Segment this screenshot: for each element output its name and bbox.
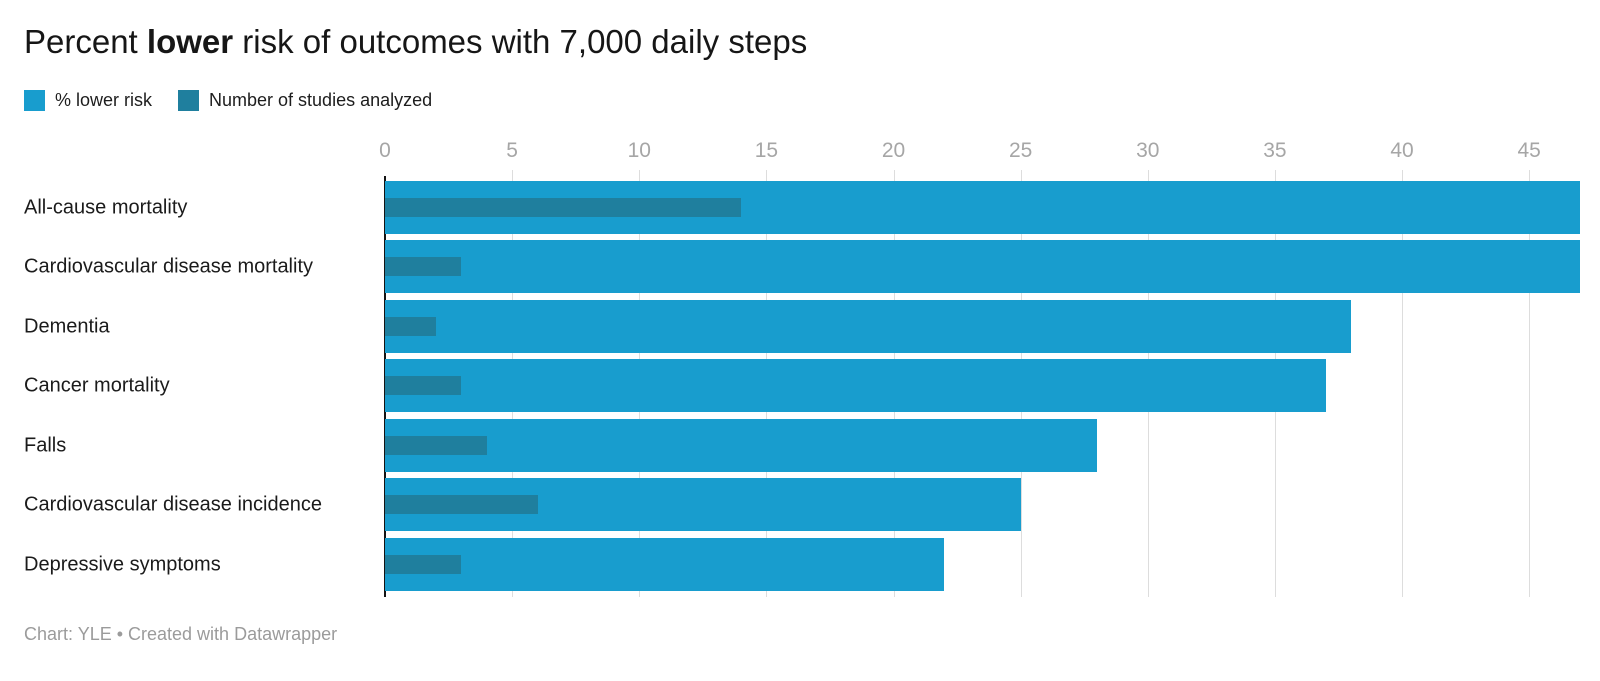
bar-studies-analyzed[interactable] xyxy=(385,317,436,336)
bar-lower-risk[interactable] xyxy=(385,300,1352,353)
category-label: Cardiovascular disease mortality xyxy=(24,255,314,277)
bar-lower-risk[interactable] xyxy=(385,419,1097,472)
bar-row xyxy=(385,478,1580,531)
bar-lower-risk[interactable] xyxy=(385,240,1580,293)
x-tick-label: 20 xyxy=(881,139,906,162)
x-tick-label: 30 xyxy=(1136,139,1160,162)
x-tick-label: 25 xyxy=(1008,139,1033,162)
plot-area xyxy=(385,181,1580,597)
legend-label-lower-risk: % lower risk xyxy=(55,90,153,110)
x-tick-label: 45 xyxy=(1517,139,1541,162)
x-tick-label: 0 xyxy=(379,139,391,162)
bar-studies-analyzed[interactable] xyxy=(385,257,462,276)
x-tick-label: 5 xyxy=(506,139,518,162)
bar-row xyxy=(385,300,1580,353)
gridline xyxy=(1402,170,1404,597)
legend-item-lower-risk: % lower risk xyxy=(24,90,152,111)
category-label: Depressive symptoms xyxy=(24,553,221,575)
bar-row xyxy=(385,359,1580,412)
bar-studies-analyzed[interactable] xyxy=(385,376,462,395)
x-tick-label: 15 xyxy=(754,139,779,162)
legend-label-studies: Number of studies analyzed xyxy=(209,90,433,110)
x-tick-label: 40 xyxy=(1390,139,1414,162)
bar-row xyxy=(385,538,1580,591)
category-label: Falls xyxy=(24,434,67,456)
bar-row xyxy=(385,419,1580,472)
bar-lower-risk[interactable] xyxy=(385,359,1326,412)
bar-lower-risk[interactable] xyxy=(385,538,945,591)
legend-item-studies: Number of studies analyzed xyxy=(178,90,432,111)
category-label: All-cause mortality xyxy=(24,196,188,218)
bar-studies-analyzed[interactable] xyxy=(385,436,487,455)
x-tick-label: 10 xyxy=(627,139,651,162)
bar-studies-analyzed[interactable] xyxy=(385,555,462,574)
gridline xyxy=(1529,170,1531,597)
x-tick-label: 35 xyxy=(1263,139,1287,162)
chart-title: Percent lower risk of outcomes with 7,00… xyxy=(24,22,807,62)
bar-row xyxy=(385,240,1580,293)
bar-studies-analyzed[interactable] xyxy=(385,495,538,514)
category-label: Cancer mortality xyxy=(24,374,170,396)
category-label: Dementia xyxy=(24,315,110,337)
chart-attribution: Chart: YLE • Created with Datawrapper xyxy=(24,624,338,644)
category-label: Cardiovascular disease incidence xyxy=(24,493,322,515)
chart-title-bold: lower xyxy=(146,23,234,60)
legend-swatch-studies xyxy=(178,90,200,111)
legend-swatch-lower-risk xyxy=(24,90,45,111)
bar-studies-analyzed[interactable] xyxy=(385,198,741,217)
legend: % lower risk Number of studies analyzed xyxy=(24,90,432,111)
chart-title-part2: risk of outcomes with 7,000 daily steps xyxy=(242,23,808,60)
bar-row xyxy=(385,181,1580,234)
chart-title-part1: Percent xyxy=(24,23,138,60)
